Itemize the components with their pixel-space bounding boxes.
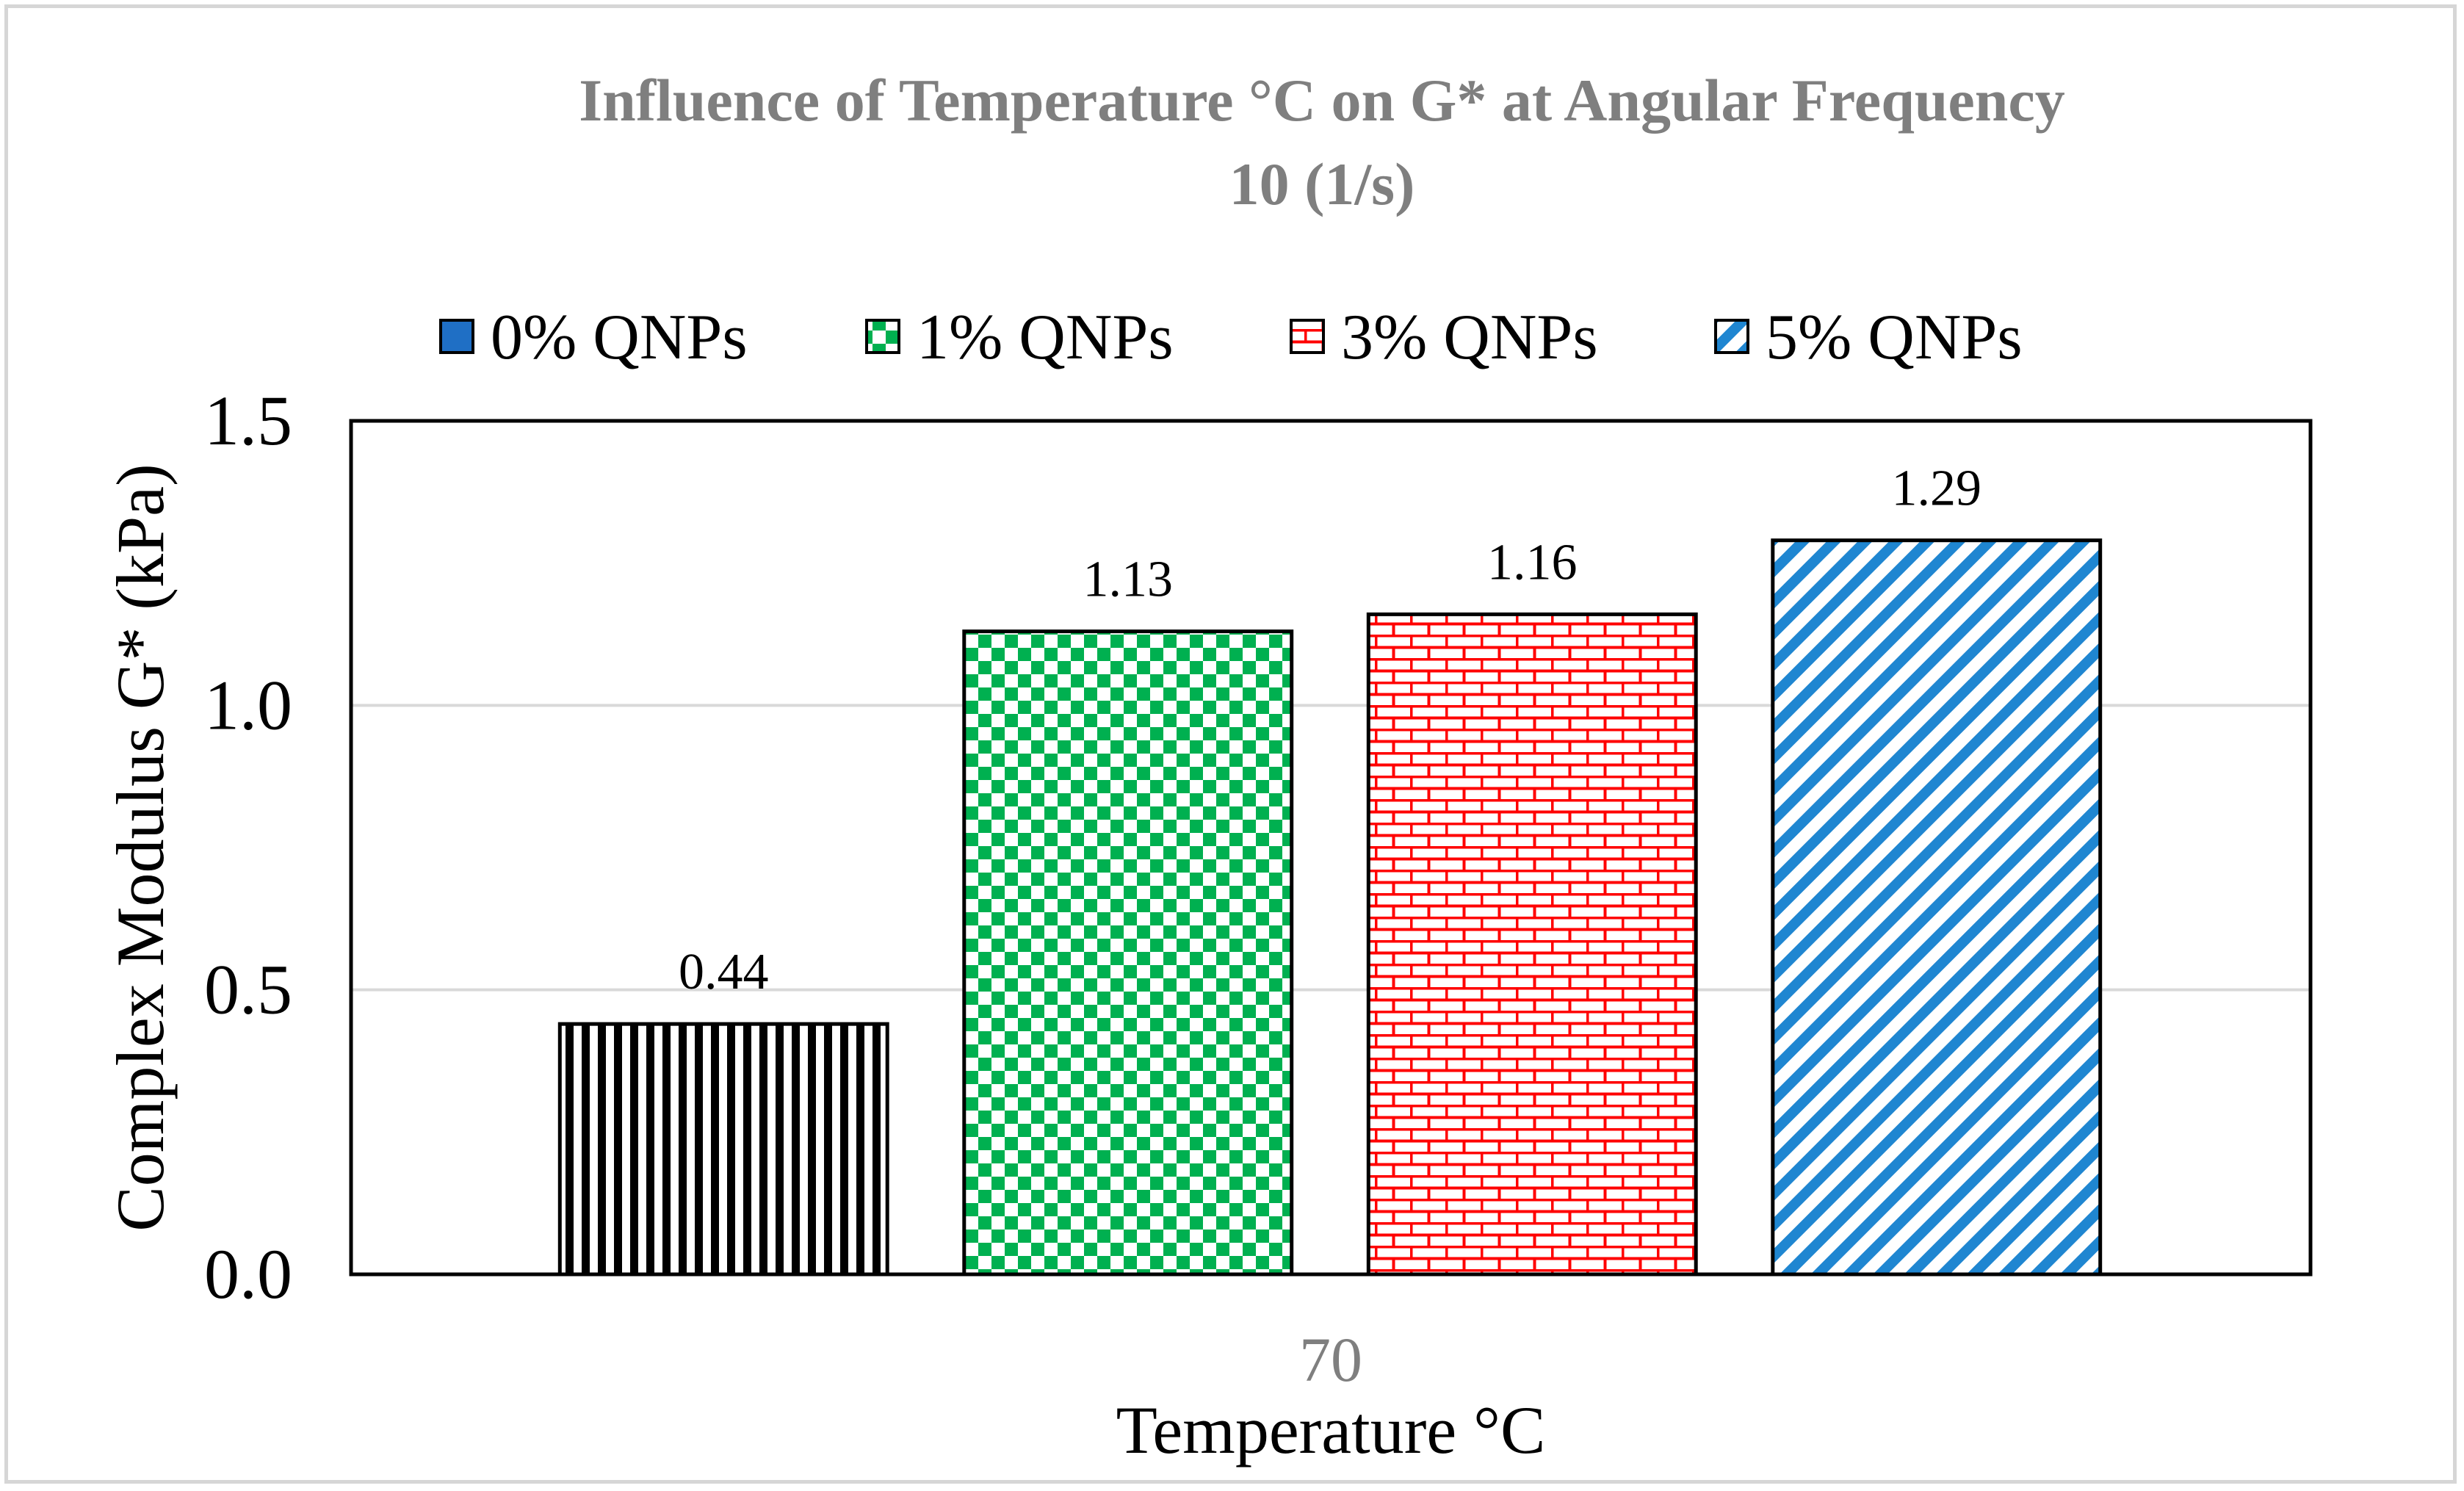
legend-swatch-1 — [865, 319, 900, 354]
data-label-0: 0.44 — [679, 944, 769, 1000]
legend-item-1: 1% QNPs — [865, 302, 1174, 373]
x-axis-title: Temperature °C — [1116, 1393, 1546, 1467]
legend-item-2: 3% QNPs — [1290, 302, 1598, 373]
legend-label-3: 5% QNPs — [1766, 302, 2023, 373]
legend-swatch-2 — [1290, 319, 1325, 354]
bar-1-qnps — [962, 629, 1294, 1277]
chart-title-line2: 10 (1/s) — [1229, 151, 1415, 217]
y-axis-ticks: 0.0 0.5 1.0 1.5 — [204, 381, 292, 1313]
x-tick-label: 70 — [1299, 1324, 1362, 1395]
data-label-2: 1.16 — [1487, 534, 1578, 591]
legend: 0% QNPs 1% QNPs 3% QNPs 5% QNPs — [439, 302, 2023, 373]
data-label-1: 1.13 — [1083, 552, 1174, 608]
bar-3-qnps — [1366, 612, 1698, 1277]
legend-item-0: 0% QNPs — [439, 302, 748, 373]
bar-5-qnps — [1771, 538, 2103, 1277]
y-tick-label: 0.5 — [204, 950, 292, 1029]
bar-0-qnps — [557, 1022, 889, 1277]
y-tick-label: 0.0 — [204, 1235, 292, 1313]
bars — [557, 538, 2103, 1277]
chart-title: Influence of Temperature °C on G* at Ang… — [579, 67, 2065, 134]
legend-label-0: 0% QNPs — [491, 302, 748, 373]
legend-label-1: 1% QNPs — [917, 302, 1174, 373]
legend-swatch-0 — [439, 319, 474, 354]
plot-area-border — [349, 419, 2313, 1277]
y-tick-label: 1.0 — [204, 665, 292, 744]
legend-swatch-3 — [1714, 319, 1749, 354]
y-axis-title: Complex Modulus G* (kPa) — [103, 463, 178, 1231]
data-label-3: 1.29 — [1892, 461, 1982, 517]
y-tick-label: 1.5 — [204, 381, 292, 460]
data-labels: 0.44 1.13 1.16 1.29 — [679, 461, 1981, 1000]
legend-label-2: 3% QNPs — [1341, 302, 1598, 373]
legend-item-3: 5% QNPs — [1714, 302, 2023, 373]
